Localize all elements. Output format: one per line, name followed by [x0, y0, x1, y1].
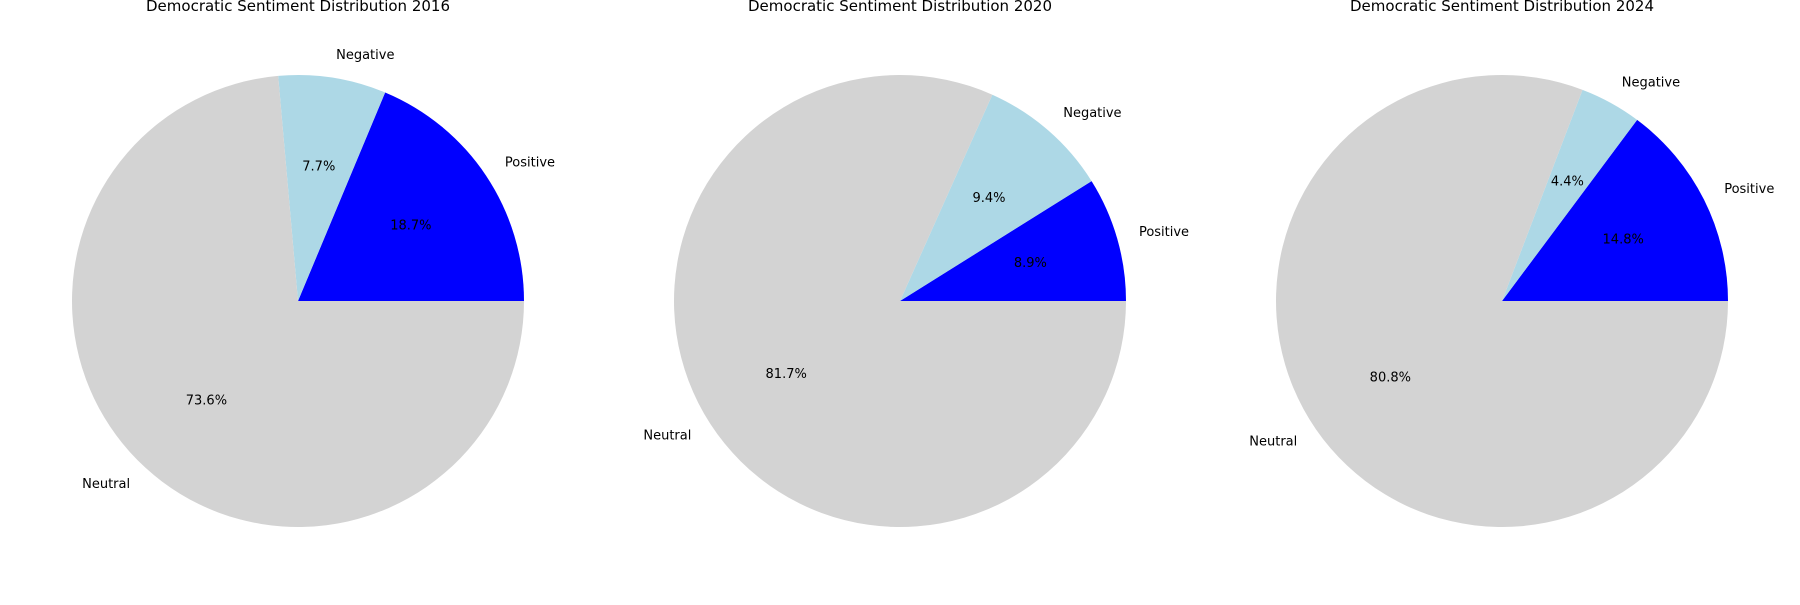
- pie-slice-positive: [900, 181, 1126, 301]
- slice-label-neutral: Neutral: [82, 477, 130, 492]
- chart-title: Democratic Sentiment Distribution 2016: [146, 0, 450, 15]
- pie-chart-2024: Democratic Sentiment Distribution 2024 P…: [1249, 0, 1774, 527]
- pie-slice-neutral: [1275, 74, 1728, 527]
- slice-percent-positive: 14.8%: [1603, 233, 1644, 248]
- pie-chart-2016: Democratic Sentiment Distribution 2016 P…: [71, 0, 555, 527]
- pie-slice-negative: [900, 94, 1092, 301]
- pie-slice-negative: [278, 74, 386, 302]
- slice-percent-positive: 18.7%: [390, 218, 431, 233]
- slice-label-negative: Negative: [1063, 106, 1121, 121]
- chart-title: Democratic Sentiment Distribution 2024: [1350, 0, 1654, 15]
- slice-percent-neutral: 80.8%: [1370, 370, 1411, 385]
- pie-slice-neutral: [71, 75, 524, 527]
- pie-chart-2020: Democratic Sentiment Distribution 2020 P…: [643, 0, 1189, 528]
- slice-percent-neutral: 81.7%: [766, 367, 807, 382]
- pie-slice-neutral: [673, 75, 1126, 528]
- slice-label-positive: Positive: [1724, 182, 1774, 197]
- slice-label-negative: Negative: [336, 48, 394, 63]
- slice-label-neutral: Neutral: [1249, 435, 1297, 450]
- chart-title: Democratic Sentiment Distribution 2020: [748, 0, 1052, 15]
- slice-label-positive: Positive: [1139, 225, 1189, 240]
- pie-slice-positive: [298, 92, 524, 301]
- slice-percent-negative: 4.4%: [1551, 175, 1584, 190]
- slice-label-negative: Negative: [1622, 76, 1680, 91]
- slice-label-neutral: Neutral: [643, 429, 691, 444]
- slice-label-positive: Positive: [505, 156, 555, 171]
- slice-percent-neutral: 73.6%: [186, 394, 227, 409]
- slice-percent-negative: 7.7%: [302, 160, 335, 175]
- slice-percent-positive: 8.9%: [1014, 256, 1047, 271]
- pie-slice-positive: [1502, 119, 1728, 301]
- pie-slice-negative: [1502, 89, 1638, 301]
- slice-percent-negative: 9.4%: [973, 191, 1006, 206]
